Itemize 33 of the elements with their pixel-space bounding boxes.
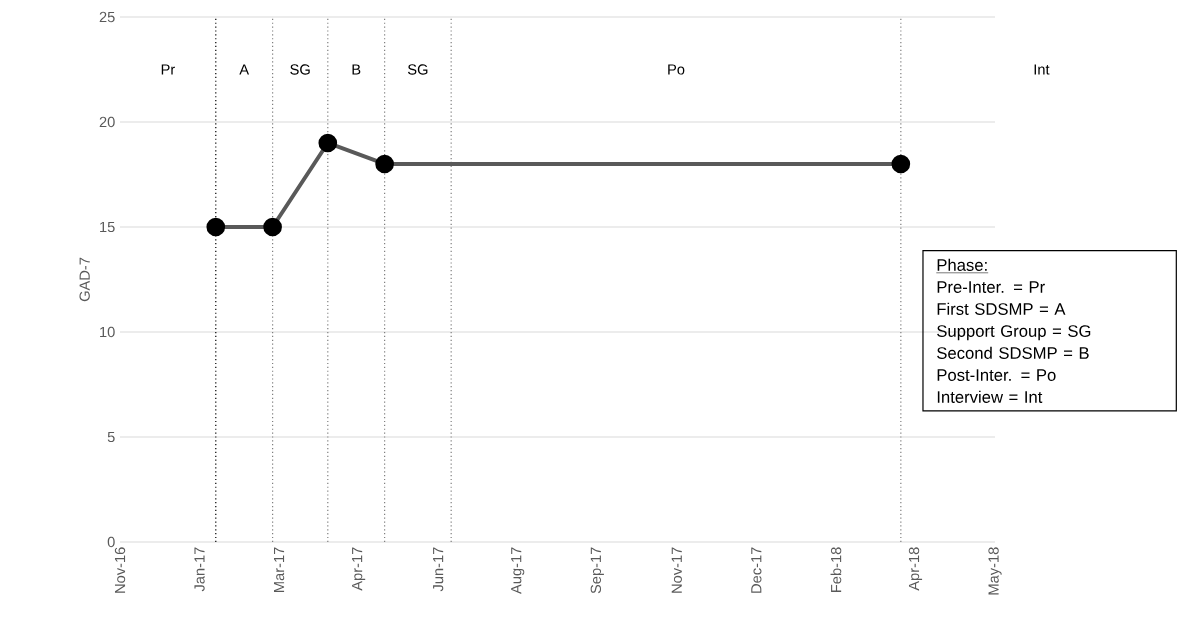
x-tick-label: Dec-17 [751,547,762,593]
annotation: Post-Inter. = Po [937,369,1056,381]
annotation: Support Group = SG [937,325,1091,341]
y-tick-label: 25 [99,11,115,23]
annotation: Pr [161,64,175,75]
annotation: A [239,64,250,75]
y-tick-label: 5 [107,431,115,443]
x-tick-label: May-18 [988,547,1002,595]
x-tick-label: Aug-17 [511,547,525,594]
annotation: First SDSMP = A [937,302,1066,315]
y-axis-title: GAD-7 [79,257,90,302]
x-tick-label: Nov-17 [671,547,682,593]
annotation: Phase: [937,258,987,271]
annotation: SG [407,64,428,75]
x-tick-label: Apr-18 [908,547,923,591]
x-tick-label: Sep-17 [590,547,604,594]
x-tick-label: Jun-17 [433,547,444,592]
x-tick-label: Nov-16 [114,547,126,593]
annotation: Interview = Int [937,390,1043,403]
x-tick-label: Mar-17 [274,547,285,592]
annotation: SG [290,64,310,75]
annotation: Pre-Inter. = Pr [937,281,1045,293]
annotation: Second SDSMP = B [937,346,1089,359]
x-tick-label: Jan-17 [194,547,205,592]
y-tick-label: 15 [100,221,115,233]
y-tick-label: 20 [99,116,115,128]
x-tick-label: Feb-18 [830,547,842,592]
x-tick-label: Apr-17 [352,547,366,591]
y-tick-label: 10 [100,326,115,338]
annotation: B [352,64,361,75]
text: Int [1034,64,1050,75]
annotation: Po [668,64,685,75]
y-tick-label: 0 [107,536,115,548]
